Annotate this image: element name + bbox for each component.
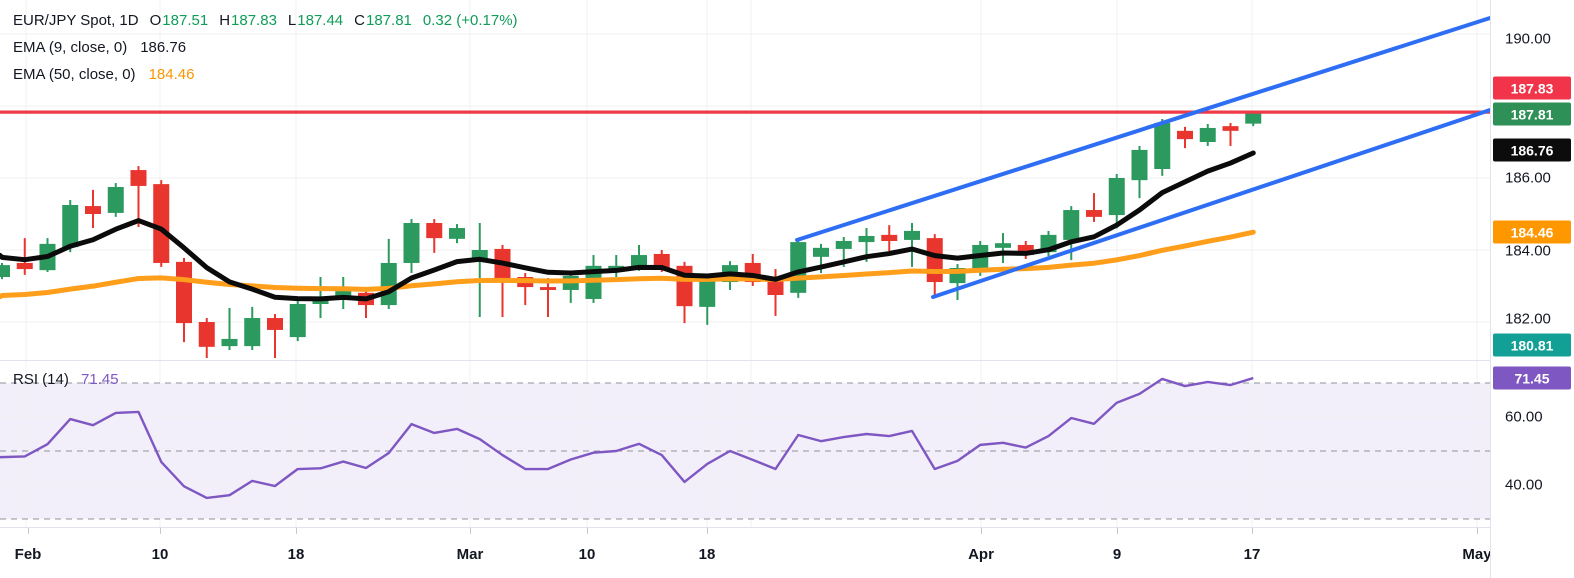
time-tick bbox=[470, 528, 471, 534]
price-badge: 184.46 bbox=[1493, 220, 1571, 244]
time-tick bbox=[587, 528, 588, 534]
time-tick bbox=[1477, 528, 1478, 534]
time-tick-label: Apr bbox=[968, 546, 994, 563]
close-label: C bbox=[354, 12, 365, 29]
time-tick bbox=[981, 528, 982, 534]
time-tick-label: 18 bbox=[287, 546, 305, 563]
time-tick bbox=[1117, 528, 1118, 534]
price-axis-label: 184.00 bbox=[1505, 242, 1551, 260]
price-axis-label: 186.00 bbox=[1505, 169, 1551, 187]
time-tick bbox=[28, 528, 29, 534]
change-value: 0.32 (+0.17%) bbox=[422, 12, 518, 29]
high-label: H bbox=[219, 12, 231, 29]
ema9-row[interactable]: EMA (9, close, 0) 186.76 bbox=[13, 34, 518, 61]
price-scale[interactable]: 190.00 186.00 184.00 182.00 60.00 40.00 187.83… bbox=[1490, 0, 1574, 578]
rsi-value: 71.45 bbox=[81, 371, 119, 388]
time-tick-label: 9 bbox=[1112, 546, 1122, 563]
open-label: O bbox=[149, 12, 162, 29]
symbol-row[interactable]: EUR/JPY Spot, 1D O187.51 H187.83 L187.44… bbox=[13, 7, 518, 34]
time-tick-label: Mar bbox=[456, 546, 484, 563]
close-value: 187.81 bbox=[366, 12, 412, 29]
price-axis-label: 182.00 bbox=[1505, 310, 1551, 328]
price-badge: 187.83 bbox=[1493, 76, 1571, 100]
price-badge: 180.81 bbox=[1493, 333, 1571, 357]
time-tick-label: 18 bbox=[698, 546, 716, 563]
time-tick bbox=[1252, 528, 1253, 534]
price-badge: 186.76 bbox=[1493, 138, 1571, 162]
time-tick-label: 17 bbox=[1243, 546, 1261, 563]
low-pair: L187.44 bbox=[288, 12, 343, 29]
ema50-value: 184.46 bbox=[148, 66, 195, 83]
time-tick-label: 10 bbox=[578, 546, 596, 563]
ema50-row[interactable]: EMA (50, close, 0) 184.46 bbox=[13, 61, 518, 88]
time-tick bbox=[160, 528, 161, 534]
time-tick bbox=[707, 528, 708, 534]
ema50-label[interactable]: EMA (50, close, 0) bbox=[13, 66, 136, 83]
high-pair: H187.83 bbox=[219, 12, 277, 29]
ema9-value: 186.76 bbox=[140, 39, 187, 56]
time-tick-label: 10 bbox=[151, 546, 169, 563]
symbol-title[interactable]: EUR/JPY Spot, 1D bbox=[13, 12, 139, 29]
price-axis-label: 190.00 bbox=[1505, 30, 1551, 48]
time-tick-label: Feb bbox=[14, 546, 42, 563]
open-pair: O187.51 bbox=[150, 12, 209, 29]
price-axis-label: 60.00 bbox=[1505, 408, 1543, 426]
time-tick bbox=[296, 528, 297, 534]
high-value: 187.83 bbox=[231, 12, 277, 29]
open-value: 187.51 bbox=[162, 12, 209, 29]
low-label: L bbox=[287, 12, 297, 29]
rsi-legend[interactable]: RSI (14) 71.45 bbox=[13, 371, 119, 388]
rsi-label[interactable]: RSI (14) bbox=[13, 371, 69, 388]
close-pair: C187.81 bbox=[354, 12, 412, 29]
price-badge: 71.45 bbox=[1493, 366, 1571, 390]
price-badge: 187.81 bbox=[1493, 102, 1571, 126]
time-tick-label: May bbox=[1462, 546, 1492, 563]
time-axis[interactable]: Feb 10 18 Mar 10 18 Apr 9 17 May bbox=[0, 527, 1574, 578]
legend: EUR/JPY Spot, 1D O187.51 H187.83 L187.44… bbox=[13, 7, 518, 88]
ema9-label[interactable]: EMA (9, close, 0) bbox=[13, 39, 128, 56]
low-value: 187.44 bbox=[297, 12, 344, 29]
price-axis-label: 40.00 bbox=[1505, 476, 1543, 494]
